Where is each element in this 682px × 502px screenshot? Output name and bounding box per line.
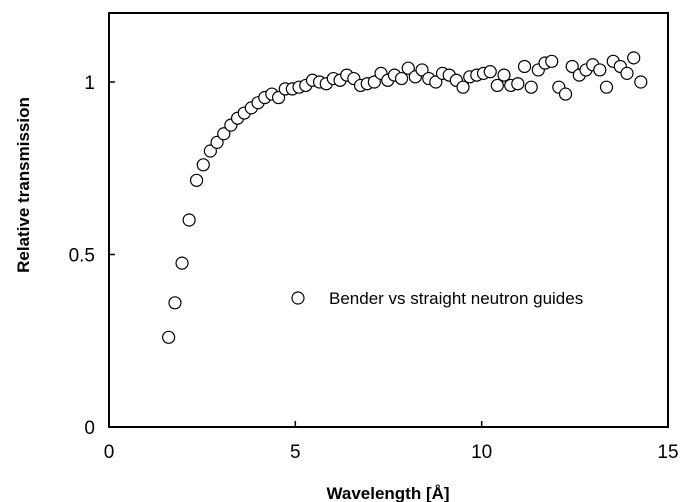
data-point	[558, 87, 573, 101]
data-point	[271, 90, 286, 105]
data-point	[175, 256, 189, 270]
data-points	[162, 51, 648, 344]
x-tick-label: 5	[290, 442, 301, 463]
data-point	[415, 63, 429, 77]
data-point	[429, 75, 443, 89]
x-tick-label: 15	[657, 442, 678, 463]
data-point	[545, 54, 559, 68]
data-point	[394, 71, 409, 86]
x-tick-label: 10	[471, 442, 492, 463]
data-point	[490, 78, 504, 93]
axis-ticks: 0 5 10 15 0 0.5 1	[69, 73, 679, 463]
x-tick-label: 0	[104, 442, 115, 463]
data-point	[196, 158, 210, 172]
data-point	[456, 80, 470, 94]
data-point	[524, 80, 538, 94]
y-tick-label: 1	[84, 73, 95, 94]
data-point	[162, 330, 176, 344]
data-point	[634, 75, 648, 89]
data-point	[627, 51, 641, 65]
data-point	[367, 75, 381, 89]
data-point	[203, 144, 217, 158]
y-tick-label: 0.5	[69, 246, 95, 267]
data-point	[497, 68, 511, 82]
data-point	[599, 80, 614, 94]
data-point	[565, 59, 579, 74]
data-point	[210, 135, 224, 149]
data-point	[517, 59, 532, 74]
y-axis-title: Relative transmission	[14, 97, 33, 273]
legend-label: Bender vs straight neutron guides	[329, 289, 583, 308]
data-point	[217, 127, 231, 141]
legend-marker	[291, 291, 305, 305]
data-point	[168, 296, 182, 310]
x-axis-title: Wavelength [Å]	[326, 484, 449, 502]
data-point	[620, 66, 634, 80]
data-point	[511, 77, 525, 91]
plot-frame	[108, 12, 669, 428]
data-point	[189, 173, 204, 187]
y-tick-label: 0	[84, 418, 95, 439]
data-point	[483, 65, 497, 79]
data-point	[593, 63, 607, 77]
data-point	[182, 213, 196, 227]
data-point	[401, 61, 415, 75]
